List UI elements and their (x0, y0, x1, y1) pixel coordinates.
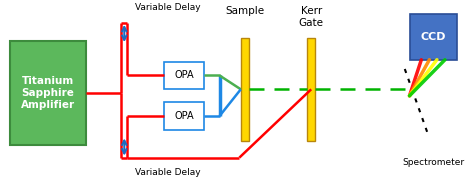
FancyBboxPatch shape (164, 102, 204, 130)
FancyBboxPatch shape (164, 62, 204, 89)
Text: OPA: OPA (174, 70, 194, 81)
FancyBboxPatch shape (307, 38, 316, 141)
Text: Variable Delay: Variable Delay (136, 168, 201, 177)
Text: Spectrometer: Spectrometer (402, 158, 464, 167)
Text: Sample: Sample (226, 6, 264, 16)
FancyBboxPatch shape (10, 41, 86, 145)
Text: CCD: CCD (420, 32, 446, 42)
FancyBboxPatch shape (241, 38, 249, 141)
Text: Titanium
Sapphire
Amplifier: Titanium Sapphire Amplifier (21, 76, 75, 110)
Text: Variable Delay: Variable Delay (136, 4, 201, 12)
Text: OPA: OPA (174, 111, 194, 121)
Text: Kerr
Gate: Kerr Gate (299, 6, 324, 28)
FancyBboxPatch shape (410, 14, 457, 60)
